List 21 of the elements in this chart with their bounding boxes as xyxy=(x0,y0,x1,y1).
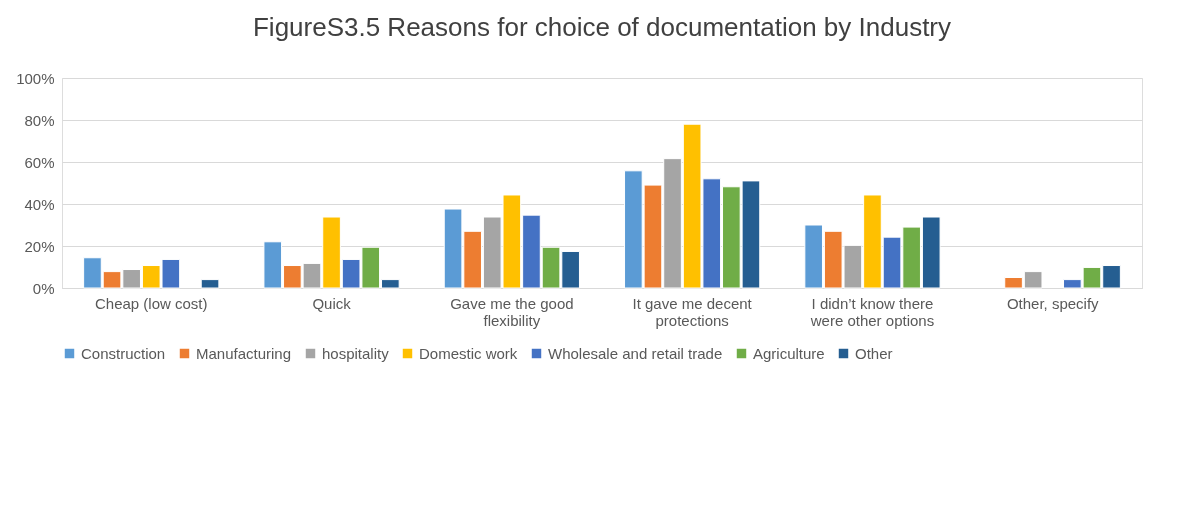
x-tick-label: Gave me the good flexibility xyxy=(450,294,574,329)
legend-label: Domestic work xyxy=(419,344,518,362)
chart-title: FigureS3.5 Reasons for choice of documentation by Industry xyxy=(252,12,952,42)
legend-label: Agriculture xyxy=(753,344,825,362)
legend-label: Construction xyxy=(81,344,166,362)
y-tick-label: 0% xyxy=(32,279,55,297)
x-tick-label: Cheap (low cost) xyxy=(94,294,208,312)
y-tick-label: 100% xyxy=(16,69,55,87)
y-tick-label: 60% xyxy=(24,153,55,171)
x-tick-label: Quick xyxy=(312,294,352,312)
y-tick-label: 80% xyxy=(24,111,55,129)
legend-label: Wholesale and retail trade xyxy=(548,344,723,362)
x-tick-label: It gave me decent protections xyxy=(632,294,753,329)
legend-label: hospitality xyxy=(322,344,390,362)
x-tick-label: Other, specify xyxy=(1006,294,1100,312)
x-tick-label: I didn’t know there were other options xyxy=(809,294,935,329)
y-tick-label: 40% xyxy=(24,195,55,213)
legend-label: Other xyxy=(855,344,893,362)
bar xyxy=(200,279,220,289)
y-tick-label: 20% xyxy=(24,237,55,255)
legend-label: Manufacturing xyxy=(196,344,292,362)
